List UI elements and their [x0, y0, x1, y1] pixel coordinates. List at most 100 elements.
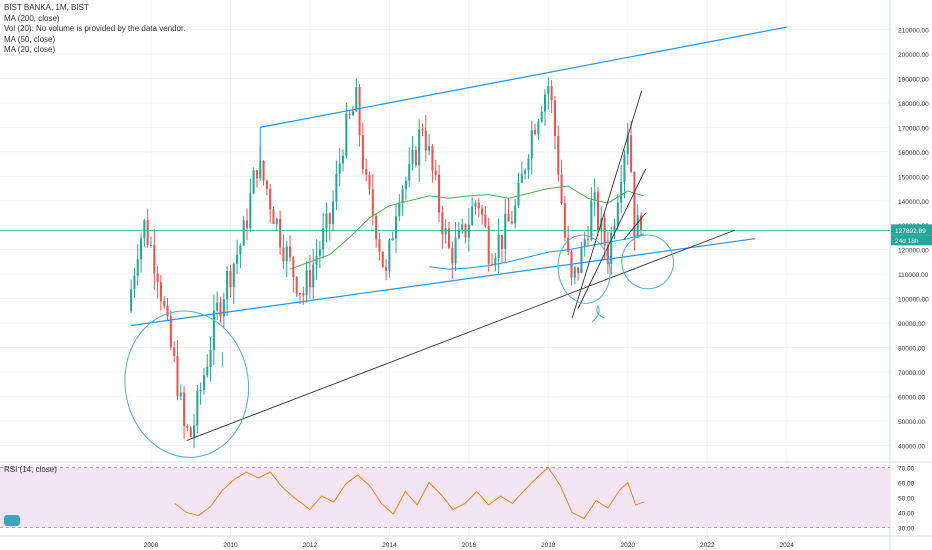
moving-averages: [289, 185, 644, 270]
rsi-tick-label: 70.00: [898, 466, 915, 473]
time-tick-label: 2016: [462, 542, 477, 549]
legend-ma200[interactable]: MA (200, close): [4, 13, 60, 23]
candle-body: [255, 170, 258, 179]
badge-countdown-bg: [891, 235, 932, 246]
price-tick-label: 60000.00: [898, 394, 925, 401]
candle-body: [577, 267, 580, 273]
candle-body: [557, 135, 560, 175]
candle-body: [418, 129, 421, 166]
candle-body: [163, 301, 166, 306]
time-axis[interactable]: 2008 2010 2012 2014 2016 2018 2020 2022 2024: [144, 542, 795, 549]
time-tick-label: 2018: [541, 542, 556, 549]
badge-price-text: 127892.89: [895, 228, 926, 235]
candle-body: [245, 220, 249, 229]
candle-body: [424, 130, 427, 151]
candle-body: [567, 237, 570, 252]
candle-body: [365, 169, 368, 175]
candle-body: [315, 255, 318, 265]
candle-body: [239, 245, 242, 255]
rsi-legend[interactable]: RSI (14, close): [4, 465, 57, 474]
candle-body: [385, 266, 388, 271]
price-tick-label: 180000.00: [898, 101, 929, 108]
candle-body: [308, 270, 311, 288]
candle-body: [626, 135, 629, 155]
candle-body: [514, 205, 517, 224]
price-tick-label: 200000.00: [898, 52, 929, 59]
candle-body: [573, 267, 576, 278]
candle-body: [381, 251, 384, 267]
legend-ma50[interactable]: MA (50, close): [4, 34, 56, 44]
candle-body: [481, 208, 484, 215]
rsi-panel: [0, 466, 890, 528]
candle-body: [434, 170, 437, 175]
candle-body: [457, 229, 460, 238]
candle-body: [252, 170, 255, 194]
steep-support-line-2: [577, 168, 647, 309]
candle-body: [216, 302, 219, 311]
candle-body: [292, 257, 295, 278]
price-tick-label: 150000.00: [898, 174, 929, 181]
time-tick-label: 2012: [303, 542, 318, 549]
candle-body: [130, 289, 133, 311]
candle-body: [169, 316, 172, 348]
candle-body: [563, 203, 566, 238]
candle-body: [543, 94, 547, 112]
candle-body: [596, 192, 599, 230]
candle-body: [186, 426, 189, 428]
candle-body: [269, 188, 272, 210]
candle-body: [275, 218, 278, 225]
tradingview-logo-icon[interactable]: [4, 515, 20, 526]
candle-body: [325, 213, 328, 229]
candle-body: [136, 259, 139, 276]
candle-body: [206, 366, 209, 376]
candle-body: [236, 254, 239, 264]
candle-body: [603, 218, 606, 246]
price-axis[interactable]: 40000.00 50000.00 60000.00 70000.00 80000.00…: [898, 28, 929, 533]
legend-title[interactable]: BIST BANKA, 1M, BIST: [4, 3, 89, 12]
candle-body: [298, 293, 302, 295]
candle-body: [265, 180, 268, 189]
candle-body: [153, 244, 156, 274]
candle-body: [540, 111, 543, 122]
candle-body: [633, 171, 636, 238]
candle-body: [534, 129, 537, 135]
candle-body: [262, 160, 265, 181]
candle-body: [371, 189, 374, 216]
lower-channel-line: [131, 238, 755, 327]
candle-body: [464, 224, 467, 238]
candle-body: [322, 228, 325, 250]
price-tick-label: 140000.00: [898, 199, 929, 206]
candle-body: [226, 270, 229, 300]
candle-body: [351, 111, 354, 116]
candle-body: [249, 193, 252, 229]
candle-body: [507, 213, 510, 222]
candle-body: [149, 244, 153, 246]
candle-body: [368, 174, 371, 190]
candle-body: [242, 220, 245, 246]
legend-volume[interactable]: Vol (20): No volume is provided by the d…: [4, 24, 186, 33]
candle-body: [583, 239, 586, 248]
candle-body: [202, 375, 205, 391]
circle-2020-bottom: [621, 234, 674, 290]
ma200-line: [429, 233, 644, 270]
time-tick-label: 2020: [621, 542, 636, 549]
candle-body: [259, 160, 262, 179]
candle-body: [401, 189, 404, 204]
candle-body: [285, 246, 288, 262]
candle-body: [497, 234, 500, 259]
candle-body: [477, 202, 480, 209]
badge-countdown-text: 24d 18h: [895, 238, 919, 245]
price-tick-label: 170000.00: [898, 125, 929, 132]
price-tick-label: 190000.00: [898, 76, 929, 83]
candle-body: [447, 228, 450, 248]
candle-body: [444, 228, 447, 235]
candle-body: [623, 154, 626, 183]
candle-body: [484, 214, 487, 227]
circle-2008-bottom: [124, 310, 250, 458]
candle-body: [156, 273, 159, 283]
legend-ma20[interactable]: MA (20, close): [4, 45, 56, 54]
candle-body: [606, 245, 609, 264]
time-tick-label: 2010: [223, 542, 238, 549]
candle-body: [616, 202, 619, 227]
